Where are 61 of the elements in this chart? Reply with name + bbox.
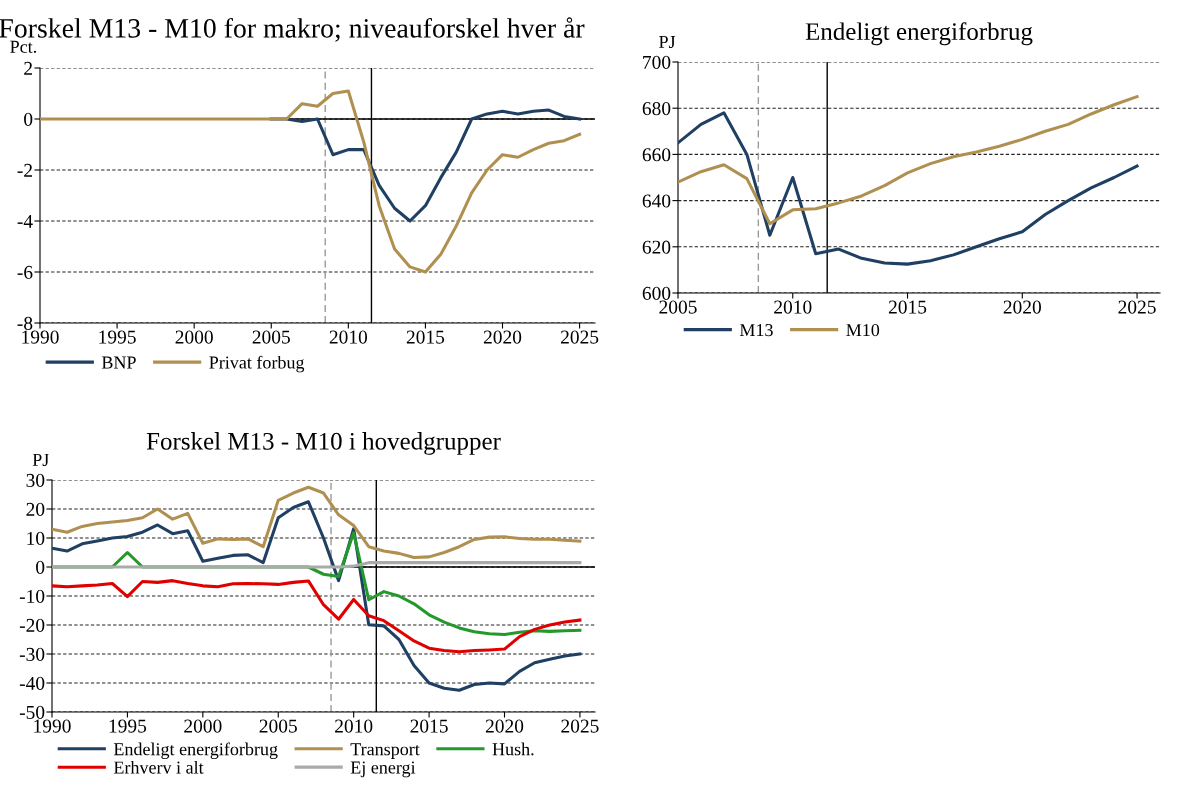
x-tick-label: 2025 [1118,300,1156,314]
y-tick-label: 600 [642,286,671,300]
x-tick-label: 2005 [252,330,290,344]
y-tick-label: -2 [17,163,32,177]
x-tick-label: 2000 [175,330,213,344]
x-tick-label: 2005 [659,300,697,314]
legend-label: Privat forbug [209,355,305,373]
line-series [52,579,582,654]
legend-label: Transport [350,743,420,759]
y-tick-label: 10 [27,531,45,545]
legend-label: M10 [846,323,880,337]
y-tick-label: 660 [642,148,671,162]
x-tick-label: 1990 [34,719,71,733]
y-tick-label: 0 [36,560,45,574]
y-tick-label: -6 [17,265,33,279]
y-axis-title: Pct. [10,40,37,53]
line-series [678,111,1139,266]
legend-label: Erhverv i alt [113,760,204,774]
x-tick-label: 2010 [335,719,373,733]
x-tick-label: 2025 [560,330,599,344]
x-tick-label: 1995 [99,330,136,344]
x-tick-label: 2005 [259,719,297,733]
y-tick-label: 30 [26,473,45,487]
y-tick-label: -30 [19,647,45,661]
line-series [678,95,1139,226]
x-tick-label: 2010 [774,300,812,314]
x-tick-label: 2000 [184,719,222,733]
legend-label: Endeligt energiforbrug [113,742,278,760]
y-tick-label: 640 [642,194,671,208]
y-tick-label: 680 [642,102,671,116]
y-tick-label: -8 [17,316,33,330]
y-tick-label: 700 [643,55,671,69]
y-tick-label: 20 [26,502,45,516]
y-tick-label: -4 [17,214,33,228]
x-tick-label: 2015 [888,300,927,314]
x-tick-label: 2015 [410,719,448,733]
x-tick-label: 2020 [485,719,524,733]
y-axis-title: PJ [659,35,676,48]
y-tick-label: 2 [24,61,32,75]
y-tick-label: -20 [19,618,45,632]
x-tick-label: 2025 [561,719,599,733]
x-tick-label: 2020 [1003,300,1041,314]
legend-label: Hush. [492,742,534,756]
legend-label: Ej energi [350,761,416,778]
y-tick-label: 0 [24,112,33,126]
line-series [40,89,582,274]
x-tick-label: 2015 [406,330,445,344]
y-axis-title: PJ [32,453,49,466]
chart-title: Forskel M13 - M10 i hovedgrupper [146,432,501,455]
x-tick-label: 2010 [329,330,368,344]
y-tick-label: -10 [19,589,45,603]
x-tick-label: 1995 [109,719,147,733]
x-tick-label: 2020 [483,330,522,344]
legend-label: BNP [101,356,136,369]
line-series [52,485,582,559]
chart-title: Endeligt energiforbrug [805,22,1033,46]
y-tick-label: -50 [19,705,45,719]
y-tick-label: 620 [642,240,671,254]
y-tick-label: -40 [19,676,45,690]
x-tick-label: 1990 [22,330,59,344]
legend-label: M13 [739,324,773,337]
